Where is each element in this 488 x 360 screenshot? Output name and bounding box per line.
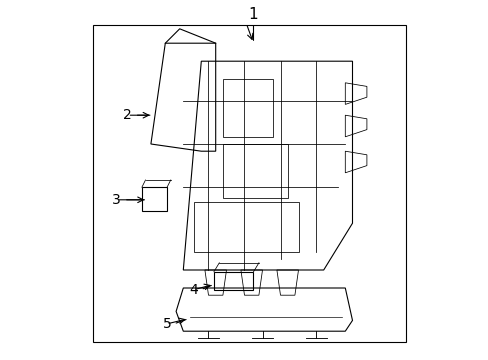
Text: 3: 3: [112, 193, 121, 207]
Text: 4: 4: [189, 283, 198, 297]
Text: 1: 1: [248, 7, 258, 22]
Text: 5: 5: [163, 317, 171, 331]
Text: 2: 2: [123, 108, 132, 122]
